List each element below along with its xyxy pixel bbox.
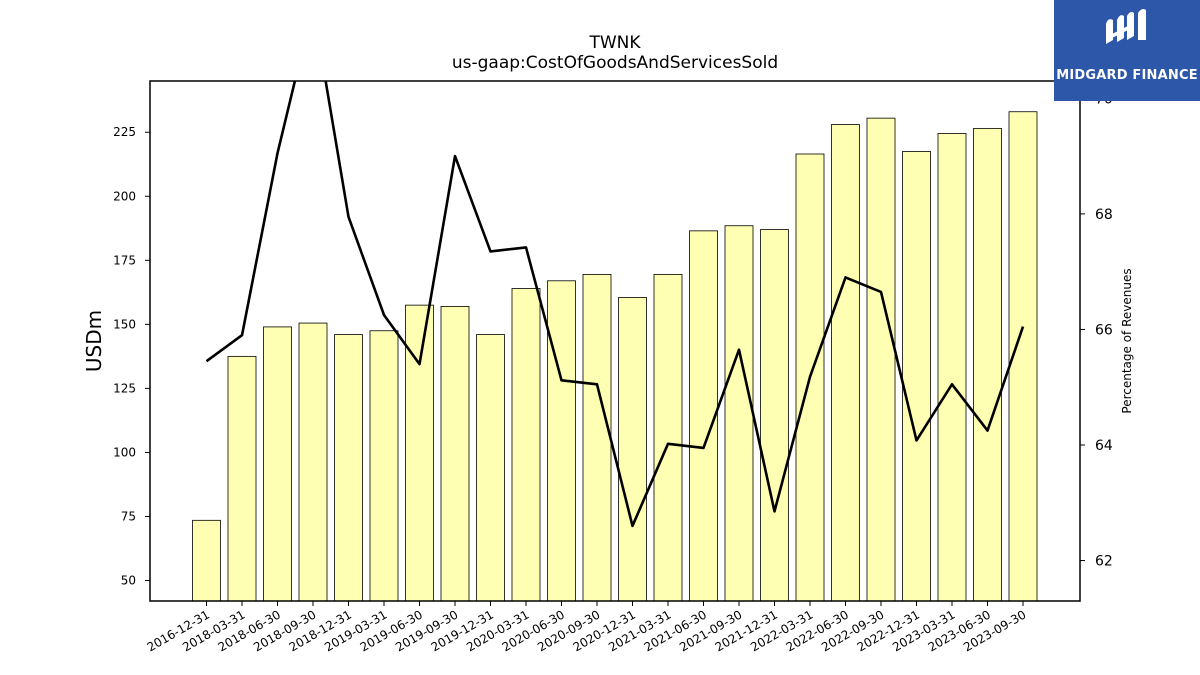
bar-2020-06-30 [547,280,576,602]
y2-tick-label: 62 [1095,554,1113,570]
bar-2019-06-30 [405,304,434,602]
y-tick-label: 125 [113,381,136,395]
y-tick-label: 200 [113,189,136,203]
y-tick-label: 175 [113,253,136,267]
y-axis-label: USDm [82,310,106,372]
x-axis: 2016-12-312018-03-312018-06-302018-09-30… [145,601,1029,654]
bar-2018-12-31 [334,334,363,602]
bar-2020-03-31 [511,288,541,602]
chart-title: TWNK [588,33,641,53]
bar-2022-06-30 [831,124,860,602]
bar-2020-09-30 [582,273,612,602]
bar-2023-03-31 [937,133,967,602]
y-tick-label: 100 [113,445,136,459]
bar-2021-06-30 [689,230,718,602]
chart-subtitle: us-gaap:CostOfGoodsAndServicesSold [452,53,778,73]
bar-2023-06-30 [973,127,1002,602]
bar-2019-09-30 [440,306,470,602]
y-axis-right: 6264666870 [1080,91,1113,570]
midgard-finance-logo: MIDGARD FINANCE [1054,0,1200,101]
bar-series [192,111,1038,602]
bar-2019-12-31 [476,334,505,602]
plot-frame [149,80,1081,602]
logo-mark-icon [1106,9,1146,44]
y-tick-label: 225 [113,125,136,139]
bar-2020-12-31 [618,297,647,602]
bar-2022-12-31 [902,151,931,602]
line-series [205,81,1025,528]
y-tick-label: 150 [113,317,136,331]
y2-tick-label: 68 [1095,207,1113,223]
y2-tick-label: 64 [1095,438,1113,454]
bar-2022-09-30 [866,117,896,602]
bar-2021-09-30 [724,225,754,602]
y2-tick-label: 66 [1095,322,1113,338]
bar-2018-06-30 [263,326,292,602]
bar-2019-03-31 [369,330,399,602]
bar-2018-03-31 [227,355,257,602]
bar-2018-09-30 [298,322,328,602]
y2-axis-label: Percentage of Revenues [1120,268,1134,413]
logo-text: MIDGARD FINANCE [1056,68,1198,83]
bar-2016-12-31 [192,519,221,602]
line-path [205,81,1025,528]
bar-2021-12-31 [760,229,789,602]
bar-2021-03-31 [653,273,683,602]
y-tick-label: 50 [121,574,136,588]
y-axis-left: 50 75 100 125 150 175 200 225 [113,125,150,588]
y-tick-label: 75 [121,509,136,523]
